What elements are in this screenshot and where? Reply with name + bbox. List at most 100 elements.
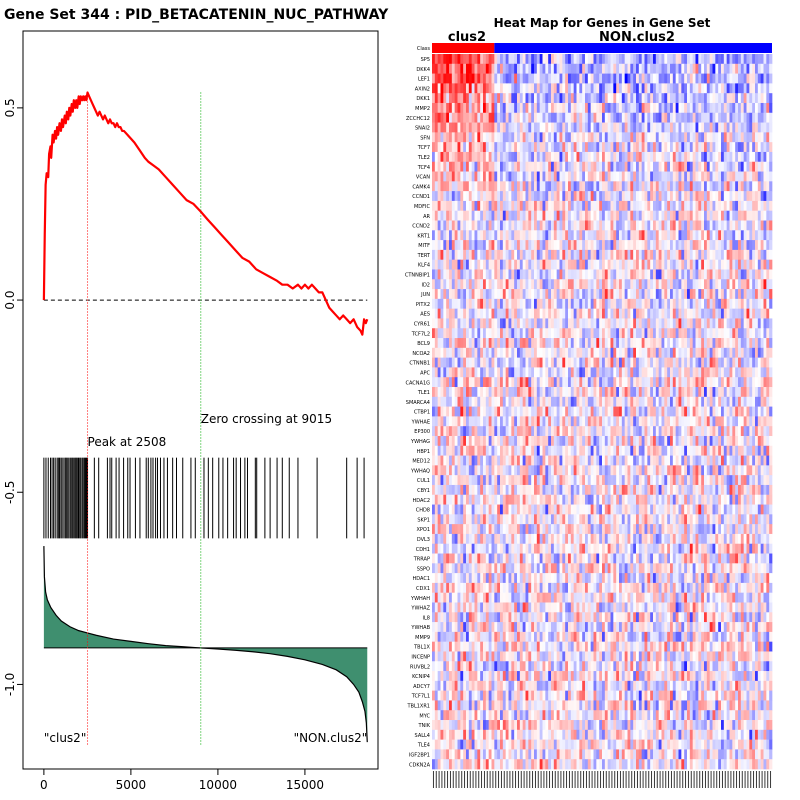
heatmap-cell [675, 220, 679, 231]
heatmap-cell [757, 338, 762, 349]
heatmap-cell [525, 269, 529, 280]
heatmap-cell [613, 93, 617, 104]
heatmap-cell [653, 191, 657, 202]
heatmap-cell [684, 122, 688, 133]
heatmap-cell [443, 240, 447, 251]
heatmap-cell [624, 279, 628, 290]
heatmap-cell [525, 396, 529, 407]
heatmap-cell [729, 357, 733, 368]
heatmap-cell [502, 416, 507, 427]
heatmap-cell [630, 230, 634, 241]
heatmap-cell [477, 426, 481, 437]
heatmap-cell [678, 132, 682, 143]
heatmap-cell [715, 93, 719, 104]
heatmap-cell [740, 328, 745, 339]
heatmap-cell [514, 161, 518, 172]
heatmap-cell [463, 210, 467, 221]
heatmap-cell [630, 102, 634, 114]
heatmap-cell [576, 142, 580, 153]
heatmap-cell [695, 122, 699, 133]
heatmap-cell [602, 269, 606, 280]
heatmap-cell [638, 102, 643, 114]
heatmap-cell [641, 347, 645, 358]
heatmap-cell [517, 83, 521, 94]
heatmap-cell [712, 279, 716, 290]
heatmap-cell [497, 142, 501, 153]
heatmap-cell [545, 318, 549, 329]
heatmap-cell [766, 377, 770, 388]
heatmap-cell [664, 435, 668, 447]
heatmap-cell [743, 357, 747, 368]
heatmap-cell [692, 406, 696, 417]
heatmap-cell [477, 220, 481, 231]
heatmap-cell [474, 259, 478, 270]
heatmap-cell [553, 387, 558, 398]
heatmap-cell [763, 416, 767, 427]
heatmap-cell [443, 63, 447, 74]
heatmap-cell [638, 112, 643, 123]
heatmap-cell [653, 220, 657, 231]
heatmap-cell [766, 73, 770, 84]
heatmap-cell [494, 406, 498, 417]
heatmap-cell [621, 102, 626, 114]
heatmap-cell [684, 396, 688, 407]
heatmap-cell [568, 406, 572, 417]
heatmap-cell [573, 259, 577, 270]
heatmap-cell [585, 142, 589, 153]
heatmap-cell [641, 308, 645, 319]
heatmap-cell [596, 279, 600, 290]
heatmap-cell [681, 83, 685, 94]
heatmap-cell [735, 357, 739, 368]
heatmap-cell [746, 142, 750, 153]
heatmap-cell [491, 416, 495, 427]
heatmap-cell [460, 289, 464, 300]
heatmap-cell [655, 357, 660, 368]
heatmap-cell [763, 249, 767, 261]
heatmap-cell [599, 279, 603, 290]
heatmap-cell [757, 73, 762, 84]
heatmap-cell [752, 289, 756, 300]
heatmap-cell [681, 259, 685, 270]
heatmap-cell [517, 298, 521, 309]
heatmap-cell [449, 426, 453, 437]
heatmap-cell [457, 396, 461, 407]
heatmap-cell [593, 161, 597, 172]
heatmap-cell [511, 220, 515, 231]
heatmap-cell [621, 191, 626, 202]
heatmap-cell [531, 279, 535, 290]
heatmap-cell [738, 357, 742, 368]
heatmap-cell [508, 151, 512, 163]
heatmap-cell [687, 200, 691, 212]
heatmap-cell [678, 161, 682, 172]
heatmap-cell [457, 122, 461, 133]
heatmap-cell [517, 54, 521, 65]
heatmap-cell [613, 210, 617, 221]
heatmap-cell [678, 93, 682, 104]
heatmap-cell [579, 54, 583, 65]
heatmap-cell [446, 93, 450, 104]
heatmap-cell [579, 289, 583, 300]
heatmap-cell [769, 181, 773, 192]
heatmap-cell [616, 426, 620, 437]
heatmap-cell [536, 435, 541, 447]
heatmap-cell [587, 83, 592, 94]
heatmap-cell [738, 132, 742, 143]
heatmap-cell [672, 220, 677, 231]
heatmap-cell [542, 73, 546, 84]
heatmap-cell [525, 200, 529, 212]
heatmap-cell [502, 308, 507, 319]
heatmap-cell [539, 122, 543, 133]
heatmap-cell [672, 132, 677, 143]
heatmap-cell [706, 93, 711, 104]
heatmap-cell [551, 181, 555, 192]
heatmap-cell [607, 289, 611, 300]
heatmap-cell [551, 63, 555, 74]
heatmap-cell [497, 200, 501, 212]
heatmap-cell [670, 377, 674, 388]
heatmap-cell [514, 210, 518, 221]
heatmap-cell [638, 347, 643, 358]
heatmap-cell [485, 279, 490, 290]
heatmap-cell [670, 112, 674, 123]
heatmap-cell [570, 308, 575, 319]
heatmap-cell [500, 191, 504, 202]
